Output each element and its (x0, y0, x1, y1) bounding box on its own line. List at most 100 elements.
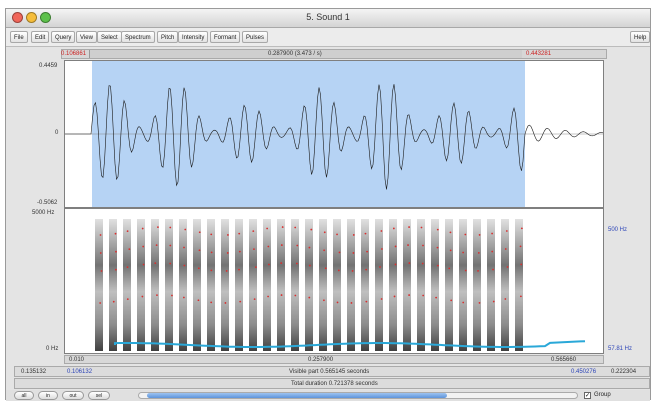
spectrogram-striation (431, 219, 439, 351)
formant-dot (281, 294, 283, 296)
formant-dot (462, 302, 464, 304)
visible-part-bar[interactable]: 0.135132 0.106132 Visible part 0.565145 … (14, 366, 650, 377)
formant-dot (238, 269, 240, 271)
zoom-all-button[interactable]: all (14, 391, 34, 400)
praat-sound-editor-window: 5. Sound 1 File Edit Query View Select S… (5, 8, 651, 400)
left-time-value: 0.135132 (21, 368, 46, 376)
formant-dot (520, 263, 522, 265)
spectrogram-striation (137, 219, 145, 351)
formant-dot (462, 252, 464, 254)
spectrogram-striation (123, 219, 131, 351)
spectrogram-striation (151, 219, 159, 351)
formant-dot (479, 234, 481, 236)
spectrogram-striation (473, 219, 481, 351)
formant-dot (504, 298, 506, 300)
formant-dot (310, 229, 312, 231)
formant-dot (252, 230, 254, 232)
spectrogram-striation (459, 219, 467, 351)
scrollbar-thumb[interactable] (147, 393, 447, 398)
menu-spectrum[interactable]: Spectrum (121, 31, 155, 43)
zoom-out-button[interactable]: out (62, 391, 84, 400)
formant-dot (491, 251, 493, 253)
formant-dot (407, 244, 409, 246)
menu-edit[interactable]: Edit (31, 31, 49, 43)
formant-dot (198, 267, 200, 269)
formant-dot (227, 252, 229, 254)
spectrogram-freq-max-label: 5000 Hz (32, 209, 54, 217)
spectrogram-striation (221, 219, 229, 351)
horizontal-scrollbar[interactable] (138, 392, 578, 399)
spectrogram-svg (65, 209, 603, 353)
spectrogram-striation (515, 219, 523, 351)
menu-file[interactable]: File (10, 31, 28, 43)
formant-dot (381, 248, 383, 250)
formant-dot (479, 302, 481, 304)
menu-intensity[interactable]: Intensity (178, 31, 208, 43)
menu-view[interactable]: View (76, 31, 97, 43)
formant-dot (238, 233, 240, 235)
formant-dot (169, 245, 171, 247)
title-bar: 5. Sound 1 (6, 9, 650, 28)
zoom-selection-button[interactable]: sel (88, 391, 110, 400)
formant-dot (437, 229, 439, 231)
time-ruler: 0.010 0.257900 0.565660 (64, 355, 604, 364)
formant-dot (450, 299, 452, 301)
sel-start-value: 0.106132 (67, 368, 92, 376)
formant-dot (296, 245, 298, 247)
formant-dot (308, 297, 310, 299)
spectrogram-striation (389, 219, 397, 351)
formant-dot (450, 231, 452, 233)
menu-query[interactable]: Query (51, 31, 75, 43)
formant-dot (141, 296, 143, 298)
formant-dot (154, 262, 156, 264)
formant-dot (294, 295, 296, 297)
formant-dot (128, 248, 130, 250)
total-duration-label: Total duration 0.721378 seconds (291, 380, 378, 388)
menu-pulses[interactable]: Pulses (242, 31, 268, 43)
menu-pitch[interactable]: Pitch (157, 31, 178, 43)
total-duration-bar[interactable]: Total duration 0.721378 seconds (14, 378, 650, 389)
formant-dot (379, 266, 381, 268)
spectrogram-freq-min-label: 0 Hz (46, 345, 58, 353)
menu-help[interactable]: Help (630, 31, 650, 43)
formant-dot (448, 267, 450, 269)
spectrogram-panel[interactable] (64, 208, 604, 354)
spectrogram-striation (165, 219, 173, 351)
checkbox-checked-icon[interactable]: ✓ (584, 392, 591, 399)
formant-dot (199, 231, 201, 233)
spectrogram-striation (361, 219, 369, 351)
formant-dot (492, 269, 494, 271)
spectrogram-bands (95, 219, 523, 351)
menu-bar: File Edit Query View Select Spectrum Pit… (6, 28, 650, 47)
formant-dot (506, 230, 508, 232)
formant-dot (408, 226, 410, 228)
formant-dot (365, 233, 367, 235)
formant-dot (267, 246, 269, 248)
formant-dot (157, 226, 159, 228)
waveform-panel[interactable] (64, 60, 604, 208)
formant-dot (100, 234, 102, 236)
zoom-in-button[interactable]: in (38, 391, 58, 400)
menu-formant[interactable]: Formant (210, 31, 240, 43)
formant-dot (422, 263, 424, 265)
formant-dot (408, 294, 410, 296)
formant-dot (477, 270, 479, 272)
formant-dot (143, 264, 145, 266)
formant-dot (156, 294, 158, 296)
formant-dot (395, 246, 397, 248)
formant-dot (465, 270, 467, 272)
formant-dot (365, 269, 367, 271)
formant-dot (226, 270, 228, 272)
waveform-y-min-label: -0.5062 (37, 199, 57, 207)
spectrogram-striation (277, 219, 285, 351)
formant-dot (507, 266, 509, 268)
spectrogram-striation (95, 219, 103, 351)
menu-select[interactable]: Select (97, 31, 122, 43)
formant-dot (184, 229, 186, 231)
formant-dot (366, 251, 368, 253)
formant-dot (115, 251, 117, 253)
formant-dot (309, 247, 311, 249)
formant-dot (338, 270, 340, 272)
formant-dot (381, 230, 383, 232)
formant-dot (324, 231, 326, 233)
